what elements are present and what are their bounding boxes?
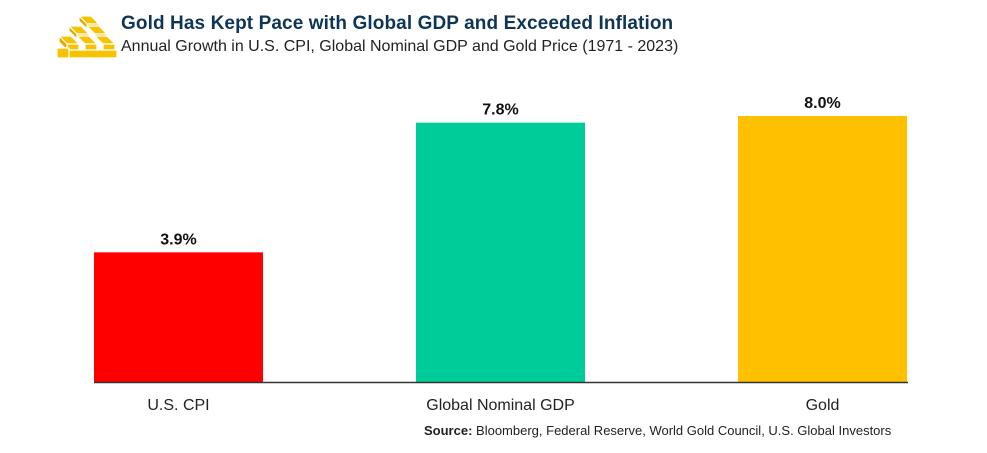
data-label: 8.0%	[804, 95, 840, 112]
data-label: 7.8%	[482, 102, 518, 119]
x-tick-label: Gold	[806, 397, 840, 414]
bar-gold	[738, 116, 907, 382]
bar-u-s-cpi	[94, 252, 263, 382]
gold-bars-icon	[56, 15, 118, 59]
source-label: Source:	[424, 423, 473, 438]
chart-subtitle: Annual Growth in U.S. CPI, Global Nomina…	[121, 38, 679, 55]
source-note: Source: Bloomberg, Federal Reserve, Worl…	[424, 423, 891, 438]
source-text: Bloomberg, Federal Reserve, World Gold C…	[476, 423, 892, 438]
bar-global-nominal-gdp	[416, 122, 585, 383]
chart-title: Gold Has Kept Pace with Global GDP and E…	[121, 13, 674, 34]
data-label: 3.9%	[160, 231, 196, 248]
x-tick-label: Global Nominal GDP	[426, 397, 575, 414]
x-tick-label: U.S. CPI	[147, 397, 209, 414]
